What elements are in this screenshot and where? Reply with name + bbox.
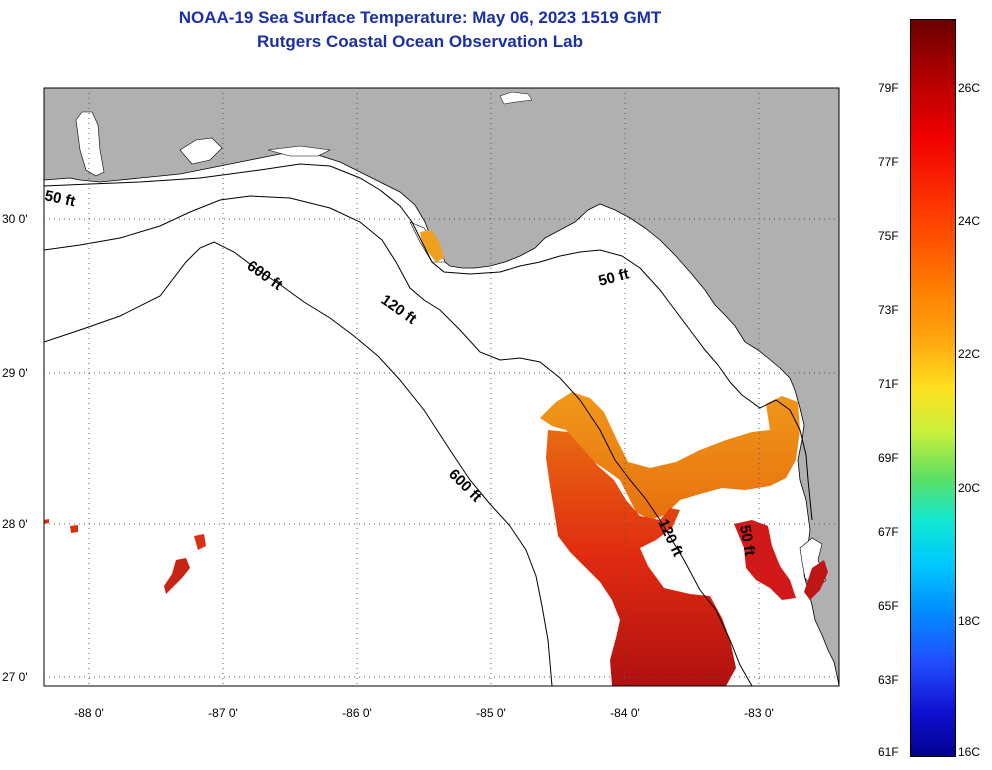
colorbar-c-label: 18C: [958, 614, 981, 628]
lon-label: -83 0': [744, 706, 774, 720]
lat-label: 28 0': [2, 517, 28, 531]
lat-label: 30 0': [2, 212, 28, 226]
lon-label: -84 0': [610, 706, 640, 720]
colorbar-c-label: 24C: [958, 214, 981, 228]
colorbar-c-label: 16C: [958, 745, 981, 759]
sst-patch-apalachicola: [420, 230, 444, 262]
colorbar-c-label: 26C: [958, 81, 981, 95]
lat-label: 27 0': [2, 670, 28, 684]
page-subtitle: Rutgers Coastal Ocean Observation Lab: [257, 32, 583, 51]
sst-patch-west-4: [44, 519, 49, 524]
colorbar-f-label: 79F: [878, 81, 899, 95]
colorbar-c-label: 22C: [958, 347, 981, 361]
sst-patch-west-2: [164, 558, 190, 594]
colorbar-f-label: 75F: [878, 229, 899, 243]
colorbar-f-label: 63F: [878, 673, 899, 687]
contour-label: 50 ft: [43, 187, 77, 210]
inland-lake: [499, 91, 533, 105]
sst-patch-central: [540, 392, 800, 520]
choctawhatchee-bay: [267, 145, 332, 157]
sst-patch-south: [546, 430, 736, 686]
colorbar-f-label: 65F: [878, 599, 899, 613]
sst-patch-coastal-red: [804, 560, 828, 600]
colorbar-f-label: 61F: [878, 745, 899, 759]
colorbar-c-label: 20C: [958, 481, 981, 495]
lat-label: 29 0': [2, 366, 28, 380]
colorbar-f-label: 67F: [878, 525, 899, 539]
lon-label: -88 0': [74, 706, 104, 720]
temperature-colorbar: [910, 19, 956, 757]
colorbar-f-label: 69F: [878, 451, 899, 465]
lon-label: -86 0': [342, 706, 372, 720]
contour-50ft: [44, 163, 813, 521]
colorbar-f-label: 71F: [878, 377, 899, 391]
mobile-bay: [75, 111, 105, 177]
contour-600ft: [44, 241, 553, 686]
pensacola-bay: [179, 137, 223, 165]
page-title: NOAA-19 Sea Surface Temperature: May 06,…: [178, 8, 662, 27]
sst-patch-west-3: [70, 525, 78, 533]
map-frame: [43, 87, 840, 687]
sst-patch-tampa: [734, 520, 796, 600]
colorbar-f-label: 77F: [878, 155, 899, 169]
contour-label: 50 ft: [736, 524, 758, 557]
lon-label: -85 0': [476, 706, 506, 720]
colorbar-f-label: 73F: [878, 303, 899, 317]
contour-120ft: [44, 195, 753, 686]
sst-patch-west-1: [194, 534, 206, 550]
lon-label: -87 0': [208, 706, 238, 720]
